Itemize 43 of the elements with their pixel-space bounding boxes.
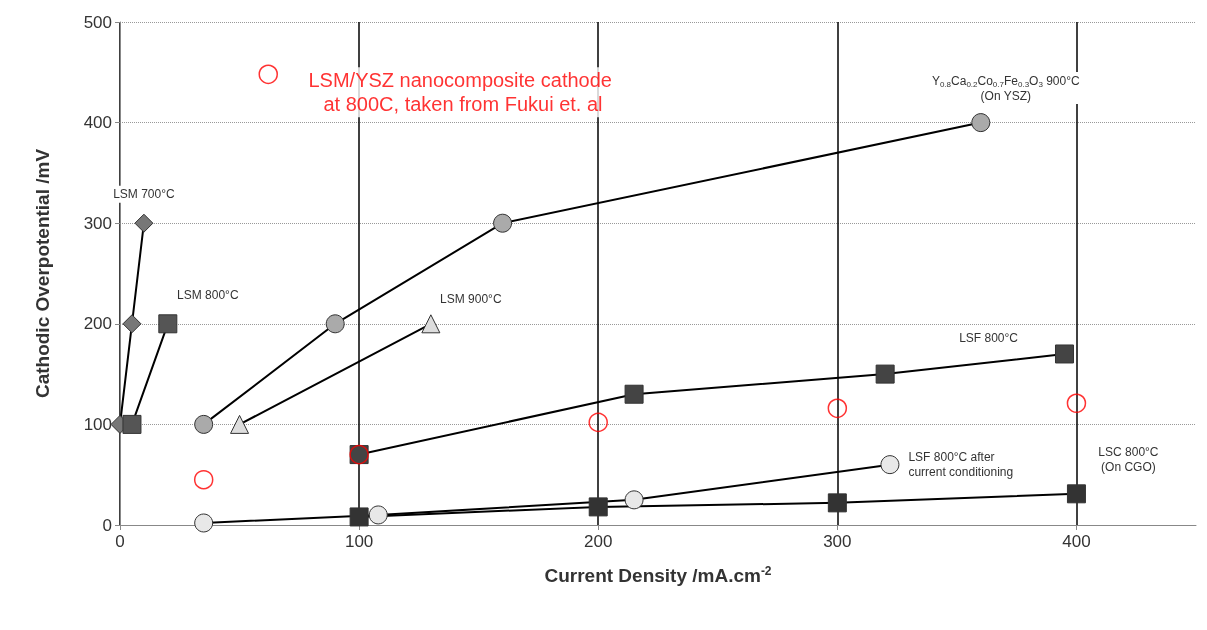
series-label: LSF 800°C: [959, 330, 1019, 345]
series-label: LSM 700°C: [113, 187, 175, 202]
point: [880, 455, 900, 475]
x-tick-label: 300: [823, 532, 852, 551]
y-tick-label: 400: [83, 113, 112, 133]
y-tick-label: 0: [102, 515, 112, 535]
series-label: LSM 900°C: [440, 291, 502, 306]
point: [194, 513, 214, 533]
point: [588, 497, 608, 517]
point: [588, 412, 608, 433]
point: [122, 314, 142, 334]
point: [875, 364, 895, 384]
point: [1054, 344, 1074, 364]
series-label: LSM 800°C: [177, 287, 239, 302]
y-tick-label: 200: [83, 314, 112, 334]
series-label: LSF 800°C after current conditioning: [908, 450, 1014, 480]
point: [122, 414, 142, 434]
point: [827, 493, 847, 513]
point: [624, 384, 644, 404]
point: [1066, 484, 1086, 504]
x-tick-label: 200: [584, 532, 613, 551]
series-label: LSM/YSZ nanocomposite cathode at 800C, taken from Fukui et. al: [308, 69, 618, 116]
series-label: LSC 800°C (On CGO): [1098, 444, 1159, 474]
point: [1066, 393, 1087, 414]
point: [158, 314, 178, 334]
y-axis-title: Cathodic Overpotential /mV: [32, 148, 53, 399]
point: [194, 414, 214, 434]
point: [827, 398, 848, 419]
point: [349, 507, 369, 527]
y-tick-label: 100: [83, 414, 112, 434]
point: [493, 213, 513, 233]
y-tick-label: 300: [83, 213, 112, 233]
point: [134, 213, 154, 233]
point: [368, 505, 388, 525]
point: [193, 469, 214, 490]
x-tick-label: 0: [115, 532, 125, 551]
point: [971, 113, 991, 133]
x-tick-label: 400: [1062, 532, 1091, 551]
point: [624, 490, 644, 510]
y-tick-label: 500: [83, 12, 112, 32]
x-tick-label: 100: [344, 532, 374, 551]
point: [258, 64, 278, 85]
point: [325, 314, 345, 334]
